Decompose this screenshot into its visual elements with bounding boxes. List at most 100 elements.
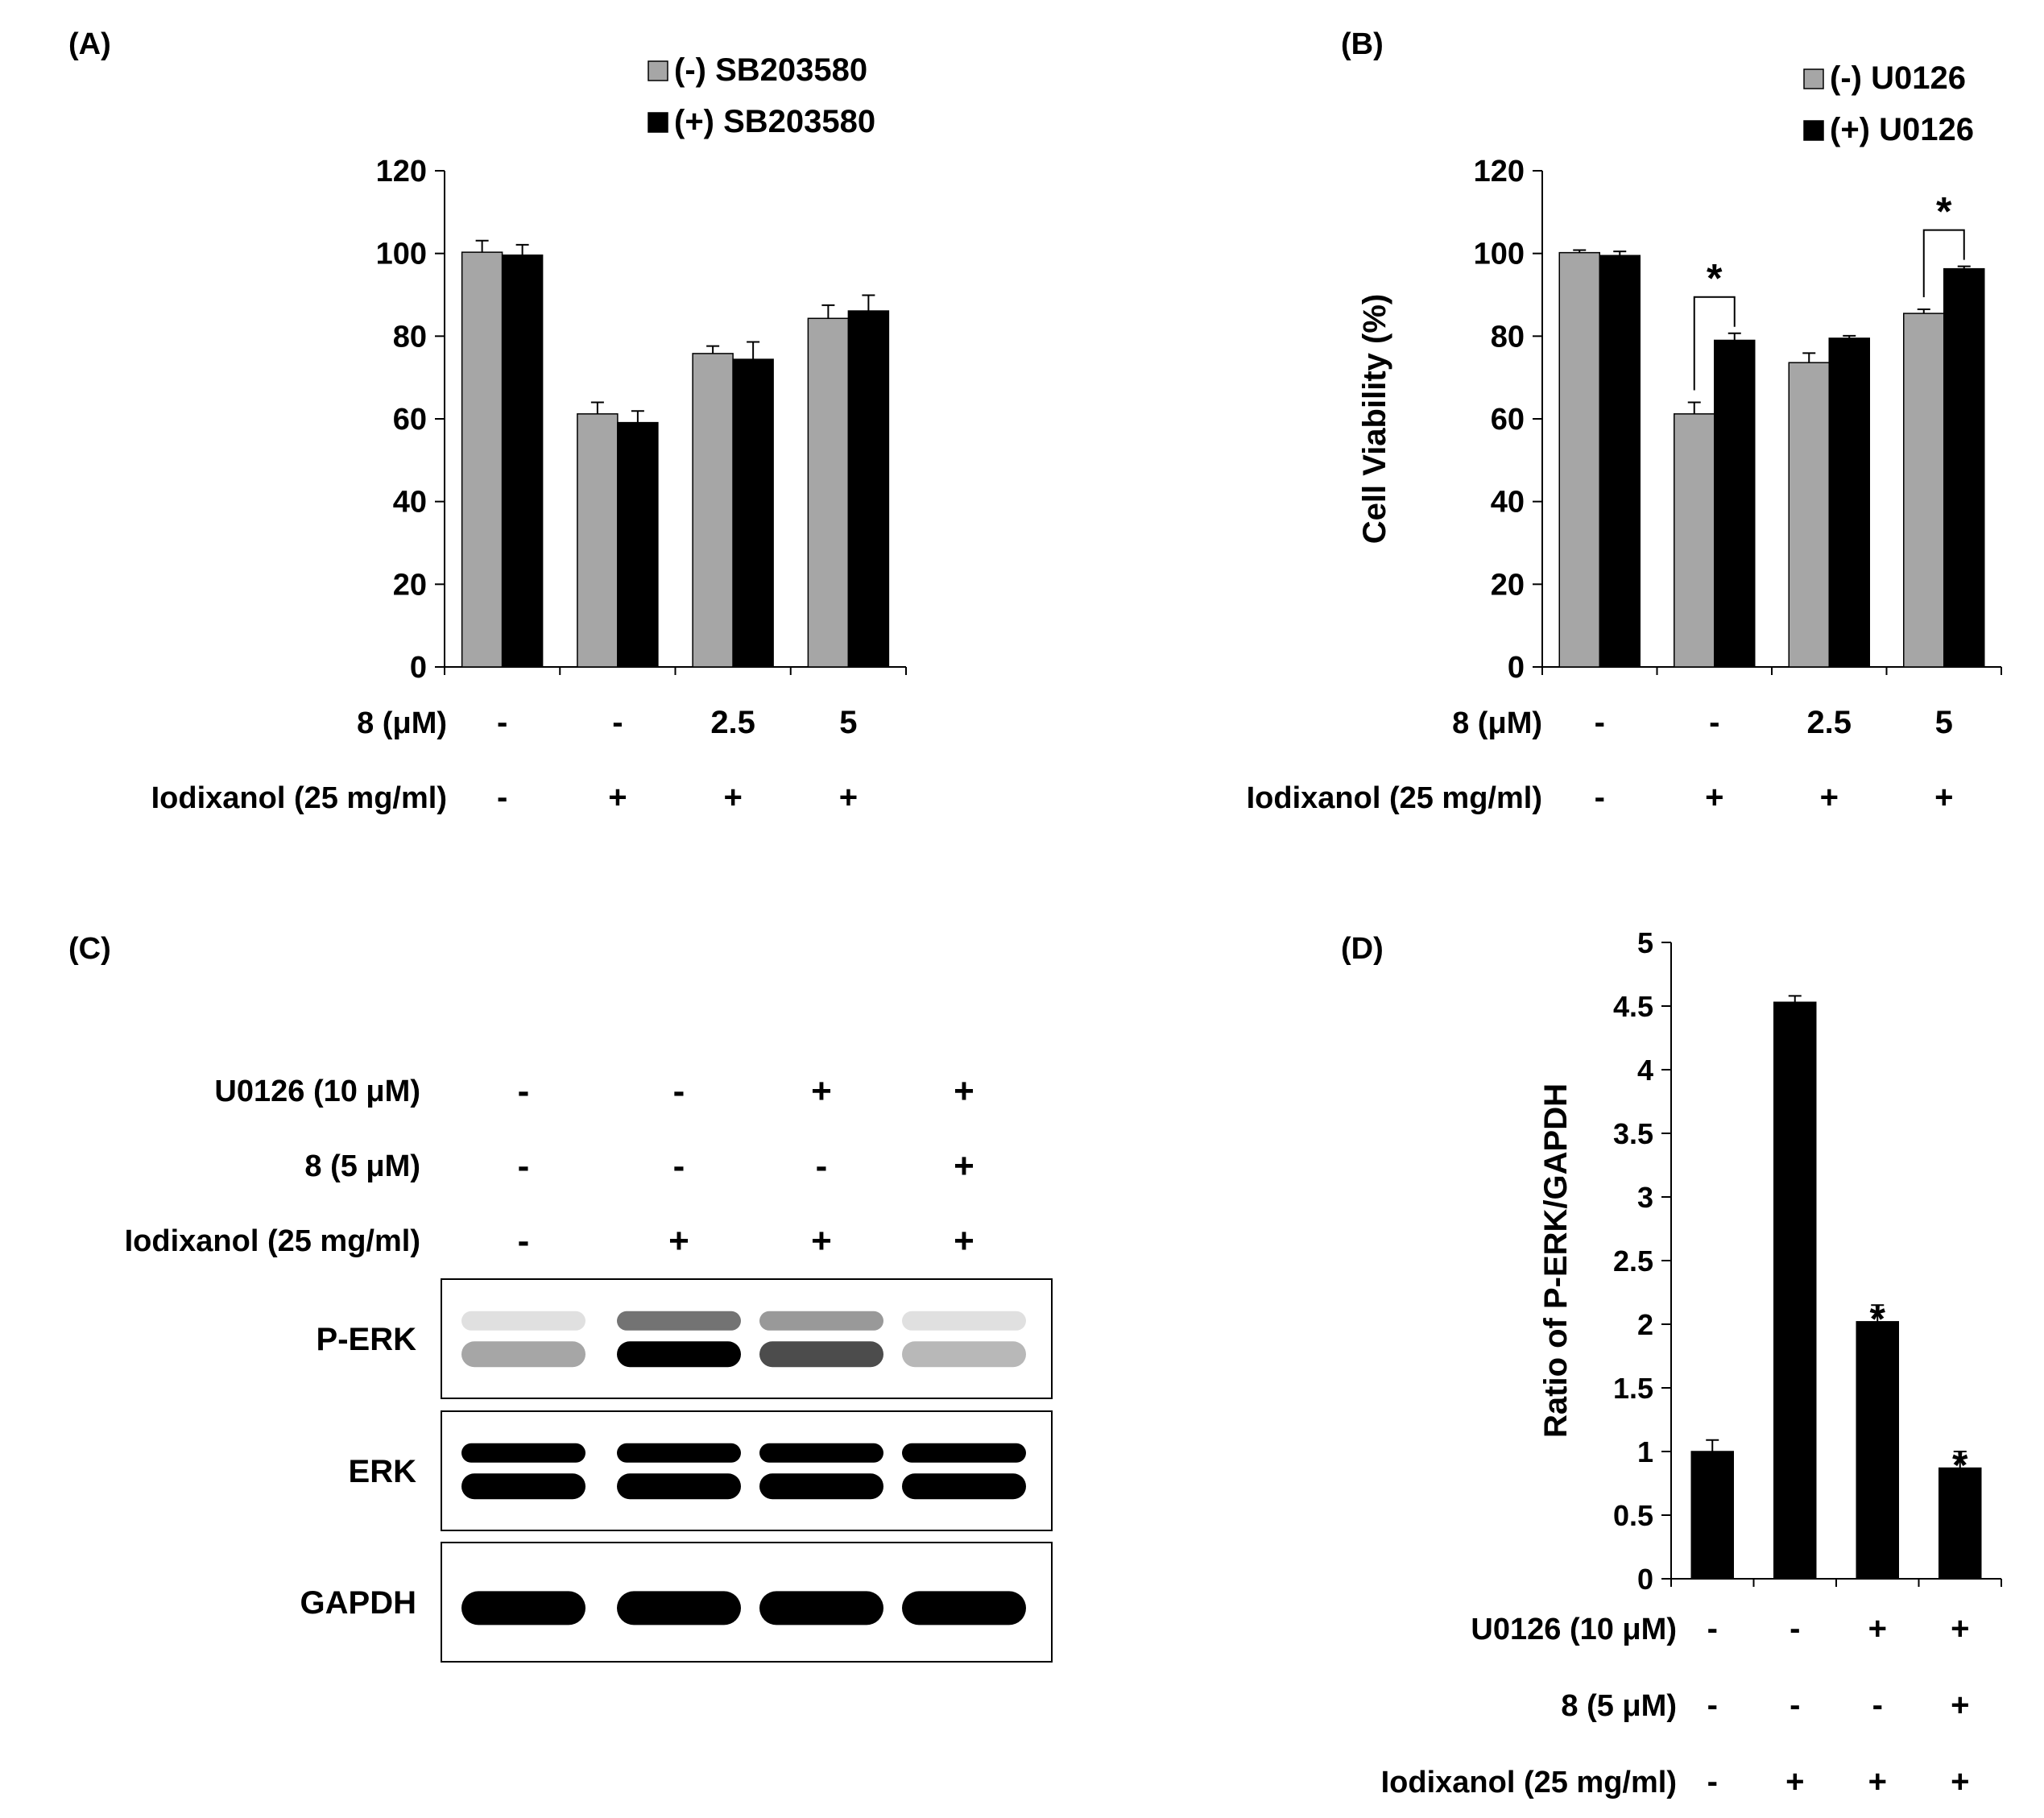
blot-condition-value: + [954,1221,974,1261]
blot-band [617,1591,741,1625]
condition-label: 8 (μM) [1452,706,1542,740]
blot-condition-value: + [668,1221,689,1261]
y-tick-label: 80 [1491,320,1525,354]
y-tick-label: 20 [393,568,427,602]
significance-asterisk: * [1707,256,1723,301]
blot-band [902,1341,1026,1368]
y-tick-label: 4.5 [1613,990,1653,1023]
panel-d-label: (D) [1341,932,1384,966]
bar [577,413,619,668]
bar [807,317,850,668]
blot-condition-value: - [816,1146,828,1186]
blot-row-label: ERK [349,1454,417,1489]
y-tick-label: 2.5 [1613,1244,1653,1278]
y-axis-title: Cell Viability (%) [1357,294,1392,544]
condition-value: - [1790,1611,1800,1646]
blot-condition-value: - [518,1146,530,1186]
condition-value: 2.5 [1806,705,1852,740]
condition-value: 5 [839,705,857,740]
condition-value: - [1707,1764,1718,1799]
blot-band [461,1443,585,1463]
bar [732,358,774,668]
legend-swatch [1803,120,1824,141]
condition-value: + [1868,1764,1887,1799]
blot-condition-value: + [954,1071,974,1111]
blot-band [902,1311,1026,1331]
condition-label: Iodixanol (25 mg/ml) [1381,1766,1677,1799]
blot-band [759,1591,883,1625]
significance-asterisk: * [1952,1443,1968,1488]
blot-band [902,1591,1026,1625]
y-tick-label: 0 [410,651,427,685]
blot-condition-value: - [673,1071,685,1111]
blot-band [617,1443,741,1463]
significance-asterisk: * [1870,1296,1886,1341]
y-tick-label: 3.5 [1613,1117,1653,1150]
bar [1674,413,1715,668]
condition-value: - [1707,1688,1718,1723]
y-tick-label: 2 [1637,1308,1653,1341]
bar [617,421,659,668]
condition-value: - [612,705,623,740]
blot-band [461,1311,585,1331]
condition-value: + [1951,1611,1969,1646]
condition-value: + [839,780,858,815]
bar [1714,339,1756,668]
condition-label: 8 (μM) [357,706,447,740]
condition-label: 8 (5 μM) [1561,1689,1677,1723]
significance-bracket [1693,296,1736,391]
blot-frame [441,1410,1053,1531]
western-blot: U0126 (10 μM) - - + +8 (5 μM) - - - + Iodixanol (… [125,1071,1053,1663]
blot-condition-value: + [811,1071,832,1111]
bar [1856,1321,1899,1580]
y-tick-label: 80 [393,320,427,354]
blot-band [902,1443,1026,1463]
blot-band [759,1443,883,1463]
y-tick-label: 1 [1637,1435,1653,1468]
y-tick-label: 0 [1637,1563,1653,1596]
bar [1943,267,1985,668]
chart-a: 0 20 40 60 80 100 120 (-) SB203580 (+) SB203580 8… [151,52,907,815]
condition-value: - [497,705,507,740]
y-tick-label: 3 [1637,1181,1653,1214]
condition-value: + [1705,780,1723,815]
legend-swatch [648,112,668,133]
condition-value: 2.5 [710,705,755,740]
condition-value: - [1872,1688,1883,1723]
bar [1599,255,1641,668]
panel-a-label: (A) [68,27,111,61]
condition-value: - [1709,705,1719,740]
bar [847,310,890,668]
condition-label: Iodixanol (25 mg/ml) [151,781,447,815]
blot-condition-value: + [811,1221,832,1261]
blot-band [902,1473,1026,1500]
condition-value: + [1820,780,1839,815]
condition-value: + [1868,1611,1887,1646]
bar [1903,313,1945,668]
bar [1773,1001,1817,1580]
condition-value: + [1951,1688,1969,1723]
significance-bracket [1922,229,1965,297]
condition-value: + [723,780,742,815]
significance-asterisk: * [1936,189,1952,234]
blot-condition-label: U0126 (10 μM) [214,1075,420,1108]
condition-value: + [608,780,627,815]
condition-label: U0126 (10 μM) [1471,1613,1677,1646]
bar [692,353,734,668]
blot-band [617,1341,741,1368]
blot-band [461,1473,585,1500]
condition-label: Iodixanol (25 mg/ml) [1247,781,1542,815]
y-tick-label: 0.5 [1613,1499,1653,1532]
y-tick-label: 100 [376,238,427,271]
condition-value: - [1790,1688,1800,1723]
chart-b: 0 20 40 60 80 100 120 Cell Viability (%) * * (-) U… [1247,60,2002,815]
bar [1690,1451,1734,1580]
blot-band [461,1341,585,1368]
legend-label: (+) U0126 [1830,112,1974,147]
blot-condition-value: - [518,1071,530,1111]
blot-band [461,1591,585,1625]
blot-band [759,1341,883,1368]
blot-band [617,1473,741,1500]
condition-value: + [1934,780,1953,815]
